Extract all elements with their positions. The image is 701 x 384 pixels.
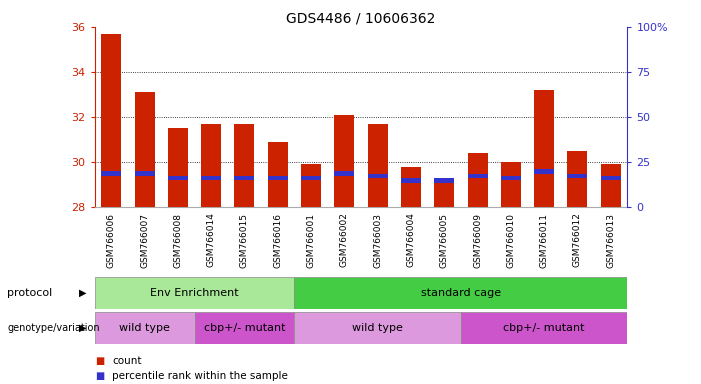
Bar [168, 176, 188, 180]
Bar [201, 124, 222, 207]
Bar [567, 151, 587, 207]
Bar [435, 178, 454, 182]
Bar [334, 115, 355, 207]
Bar [501, 162, 521, 207]
Bar [501, 176, 521, 180]
Bar [301, 176, 321, 180]
Bar [268, 142, 288, 207]
Bar [95, 277, 294, 309]
Text: GSM766003: GSM766003 [373, 213, 382, 268]
Text: GSM766004: GSM766004 [407, 213, 416, 267]
Bar [401, 167, 421, 207]
Text: GSM766009: GSM766009 [473, 213, 482, 268]
Text: standard cage: standard cage [421, 288, 501, 298]
Text: Env Enrichment: Env Enrichment [150, 288, 239, 298]
Bar [135, 171, 154, 176]
Bar [135, 92, 154, 207]
Text: GSM766013: GSM766013 [606, 213, 615, 268]
Bar [234, 124, 254, 207]
Bar [534, 169, 554, 174]
Bar [468, 174, 487, 178]
Bar [294, 312, 461, 344]
Text: ■: ■ [95, 371, 104, 381]
Text: wild type: wild type [119, 323, 170, 333]
Bar [334, 171, 355, 176]
Text: GSM766016: GSM766016 [273, 213, 283, 268]
Bar [195, 312, 294, 344]
Bar [101, 171, 121, 176]
Text: percentile rank within the sample: percentile rank within the sample [112, 371, 288, 381]
Text: GSM766010: GSM766010 [506, 213, 515, 268]
Text: cbp+/- mutant: cbp+/- mutant [503, 323, 585, 333]
Bar [601, 176, 620, 180]
Text: GDS4486 / 10606362: GDS4486 / 10606362 [286, 12, 436, 25]
Bar [368, 174, 388, 178]
Text: ▶: ▶ [79, 288, 86, 298]
Text: GSM766011: GSM766011 [540, 213, 549, 268]
Text: ▶: ▶ [79, 323, 86, 333]
Bar [101, 34, 121, 207]
Text: GSM766012: GSM766012 [573, 213, 582, 267]
Text: GSM766008: GSM766008 [173, 213, 182, 268]
Bar [234, 176, 254, 180]
Text: GSM766006: GSM766006 [107, 213, 116, 268]
Bar [368, 124, 388, 207]
Bar [435, 178, 454, 207]
Text: ■: ■ [95, 356, 104, 366]
Text: GSM766014: GSM766014 [207, 213, 216, 267]
Bar [567, 174, 587, 178]
Text: GSM766005: GSM766005 [440, 213, 449, 268]
Bar [401, 178, 421, 182]
Bar [95, 312, 195, 344]
Text: wild type: wild type [352, 323, 403, 333]
Bar [601, 164, 620, 207]
Bar [168, 128, 188, 207]
Text: GSM766007: GSM766007 [140, 213, 149, 268]
Text: GSM766015: GSM766015 [240, 213, 249, 268]
Bar [534, 90, 554, 207]
Text: cbp+/- mutant: cbp+/- mutant [204, 323, 285, 333]
Bar [301, 164, 321, 207]
Text: GSM766002: GSM766002 [340, 213, 349, 267]
Text: genotype/variation: genotype/variation [7, 323, 100, 333]
Bar [468, 153, 487, 207]
Bar [461, 312, 627, 344]
Bar [201, 176, 222, 180]
Text: protocol: protocol [7, 288, 53, 298]
Text: count: count [112, 356, 142, 366]
Bar [268, 176, 288, 180]
Bar [294, 277, 627, 309]
Text: GSM766001: GSM766001 [306, 213, 315, 268]
